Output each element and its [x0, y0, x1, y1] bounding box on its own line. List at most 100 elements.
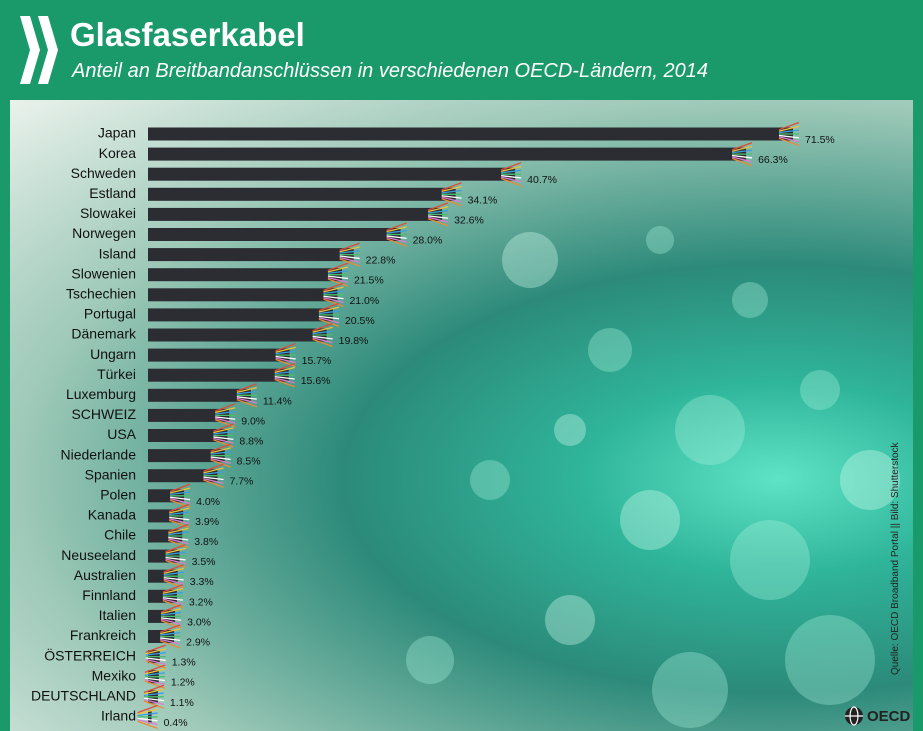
value-label: 40.7% [527, 174, 557, 186]
fiber-end-icon [500, 162, 522, 187]
value-label: 3.5% [192, 556, 216, 568]
value-label: 8.5% [237, 456, 261, 468]
fiber-end-icon [318, 302, 340, 328]
bar [148, 388, 251, 402]
bar [148, 469, 218, 483]
category-label: USA [107, 426, 136, 442]
fiber-end-icon [236, 383, 258, 408]
bokeh-light [785, 615, 875, 705]
bar [148, 228, 401, 241]
value-label: 4.0% [196, 496, 220, 508]
fiber-end-icon [275, 342, 296, 368]
category-label: Luxemburg [66, 386, 136, 402]
bar [148, 529, 183, 543]
value-label: 11.4% [263, 395, 292, 407]
fiber-end-icon [778, 121, 800, 147]
value-label: 0.4% [164, 717, 188, 729]
bar [148, 348, 290, 362]
bokeh-light [406, 636, 454, 684]
fiber-end-icon [386, 222, 407, 247]
value-label: 8.8% [239, 436, 263, 448]
fiber-end-icon [169, 483, 191, 508]
fiber-end-icon [143, 684, 165, 709]
category-label: Japan [98, 125, 136, 141]
category-label: Australien [74, 567, 136, 583]
category-label: Korea [99, 145, 137, 161]
value-label: 1.2% [171, 677, 195, 689]
fiber-optic-background [406, 226, 900, 728]
category-label: Finnland [82, 587, 136, 603]
bar [148, 187, 456, 201]
value-label: 20.5% [345, 315, 375, 327]
value-label: 34.1% [468, 194, 498, 206]
fiber-end-icon [339, 242, 360, 267]
fiber-end-icon [214, 403, 236, 428]
bar [148, 489, 185, 503]
oecd-globe-icon [845, 706, 863, 726]
fiber-end-icon [145, 644, 166, 669]
bar [148, 147, 747, 161]
fiber-end-icon [210, 443, 231, 468]
bar [148, 429, 228, 442]
chart-panel: Japan Korea Schweden Estland Slowakei Norwege… [10, 100, 913, 731]
bokeh-light [545, 595, 595, 645]
category-label: Dänemark [71, 326, 137, 342]
value-label: 32.6% [454, 214, 484, 226]
bar [148, 569, 178, 583]
category-label: Schweden [71, 165, 136, 181]
category-label: Slowakei [80, 205, 136, 221]
fiber-end-icon [323, 282, 344, 307]
category-label: Mexiko [92, 667, 137, 683]
fiber-end-icon [441, 182, 462, 207]
value-label: 19.8% [339, 335, 369, 347]
value-label: 28.0% [413, 235, 443, 247]
category-label: Ungarn [90, 346, 136, 362]
category-label: Chile [104, 527, 136, 543]
category-label: Neuseeland [61, 547, 136, 563]
chevron-logo-icon [20, 16, 58, 84]
bar [148, 549, 180, 563]
fiber-end-icon [165, 543, 186, 569]
category-labels: Japan Korea Schweden Estland Slowakei Norwege… [31, 125, 137, 724]
bokeh-light [730, 520, 810, 600]
fiber-end-icon [274, 363, 295, 388]
category-label: Tschechien [66, 286, 136, 302]
category-label: Kanada [88, 507, 136, 523]
fiber-end-icon [203, 463, 224, 488]
fiber-end-icon [213, 423, 234, 448]
value-label: 2.9% [186, 637, 210, 649]
bokeh-light [470, 460, 510, 500]
bar [148, 408, 230, 422]
value-labels: 71.5% 66.3% 40.7% 34.1% 32.6% 28.0% 22.8% 21.5%… [164, 134, 835, 729]
fiber-end-icon [312, 322, 333, 348]
category-label: Polen [100, 487, 136, 503]
category-label: ÖSTERREICH [44, 646, 136, 663]
chart-subtitle: Anteil an Breitbandanschlüssen in versch… [72, 60, 708, 82]
bokeh-light [588, 328, 632, 372]
bar [148, 308, 333, 322]
fiber-end-icon [162, 584, 184, 609]
fiber-end-icon [427, 202, 449, 227]
value-label: 9.0% [241, 415, 265, 427]
value-label: 1.1% [170, 697, 194, 709]
category-label: Island [99, 245, 136, 261]
fiber-end-icon [168, 523, 189, 549]
bar [148, 288, 338, 302]
value-label: 3.8% [194, 536, 218, 548]
bokeh-light [646, 226, 674, 254]
category-label: DEUTSCHLAND [31, 688, 136, 704]
oecd-logo-text: OECD [867, 707, 911, 725]
chart-title: Glasfaserkabel [70, 16, 305, 53]
value-label: 71.5% [805, 134, 835, 146]
value-label: 22.8% [366, 255, 396, 267]
header-bar: Glasfaserkabel Anteil an Breitbandanschl… [0, 0, 923, 100]
category-label: Italien [99, 607, 136, 623]
fiber-end-icon [327, 262, 349, 287]
value-label: 7.7% [229, 476, 253, 488]
bar [148, 449, 225, 463]
bar [148, 207, 443, 221]
bar [148, 509, 184, 523]
bar [148, 248, 354, 262]
fiber-end-icon [163, 564, 184, 589]
